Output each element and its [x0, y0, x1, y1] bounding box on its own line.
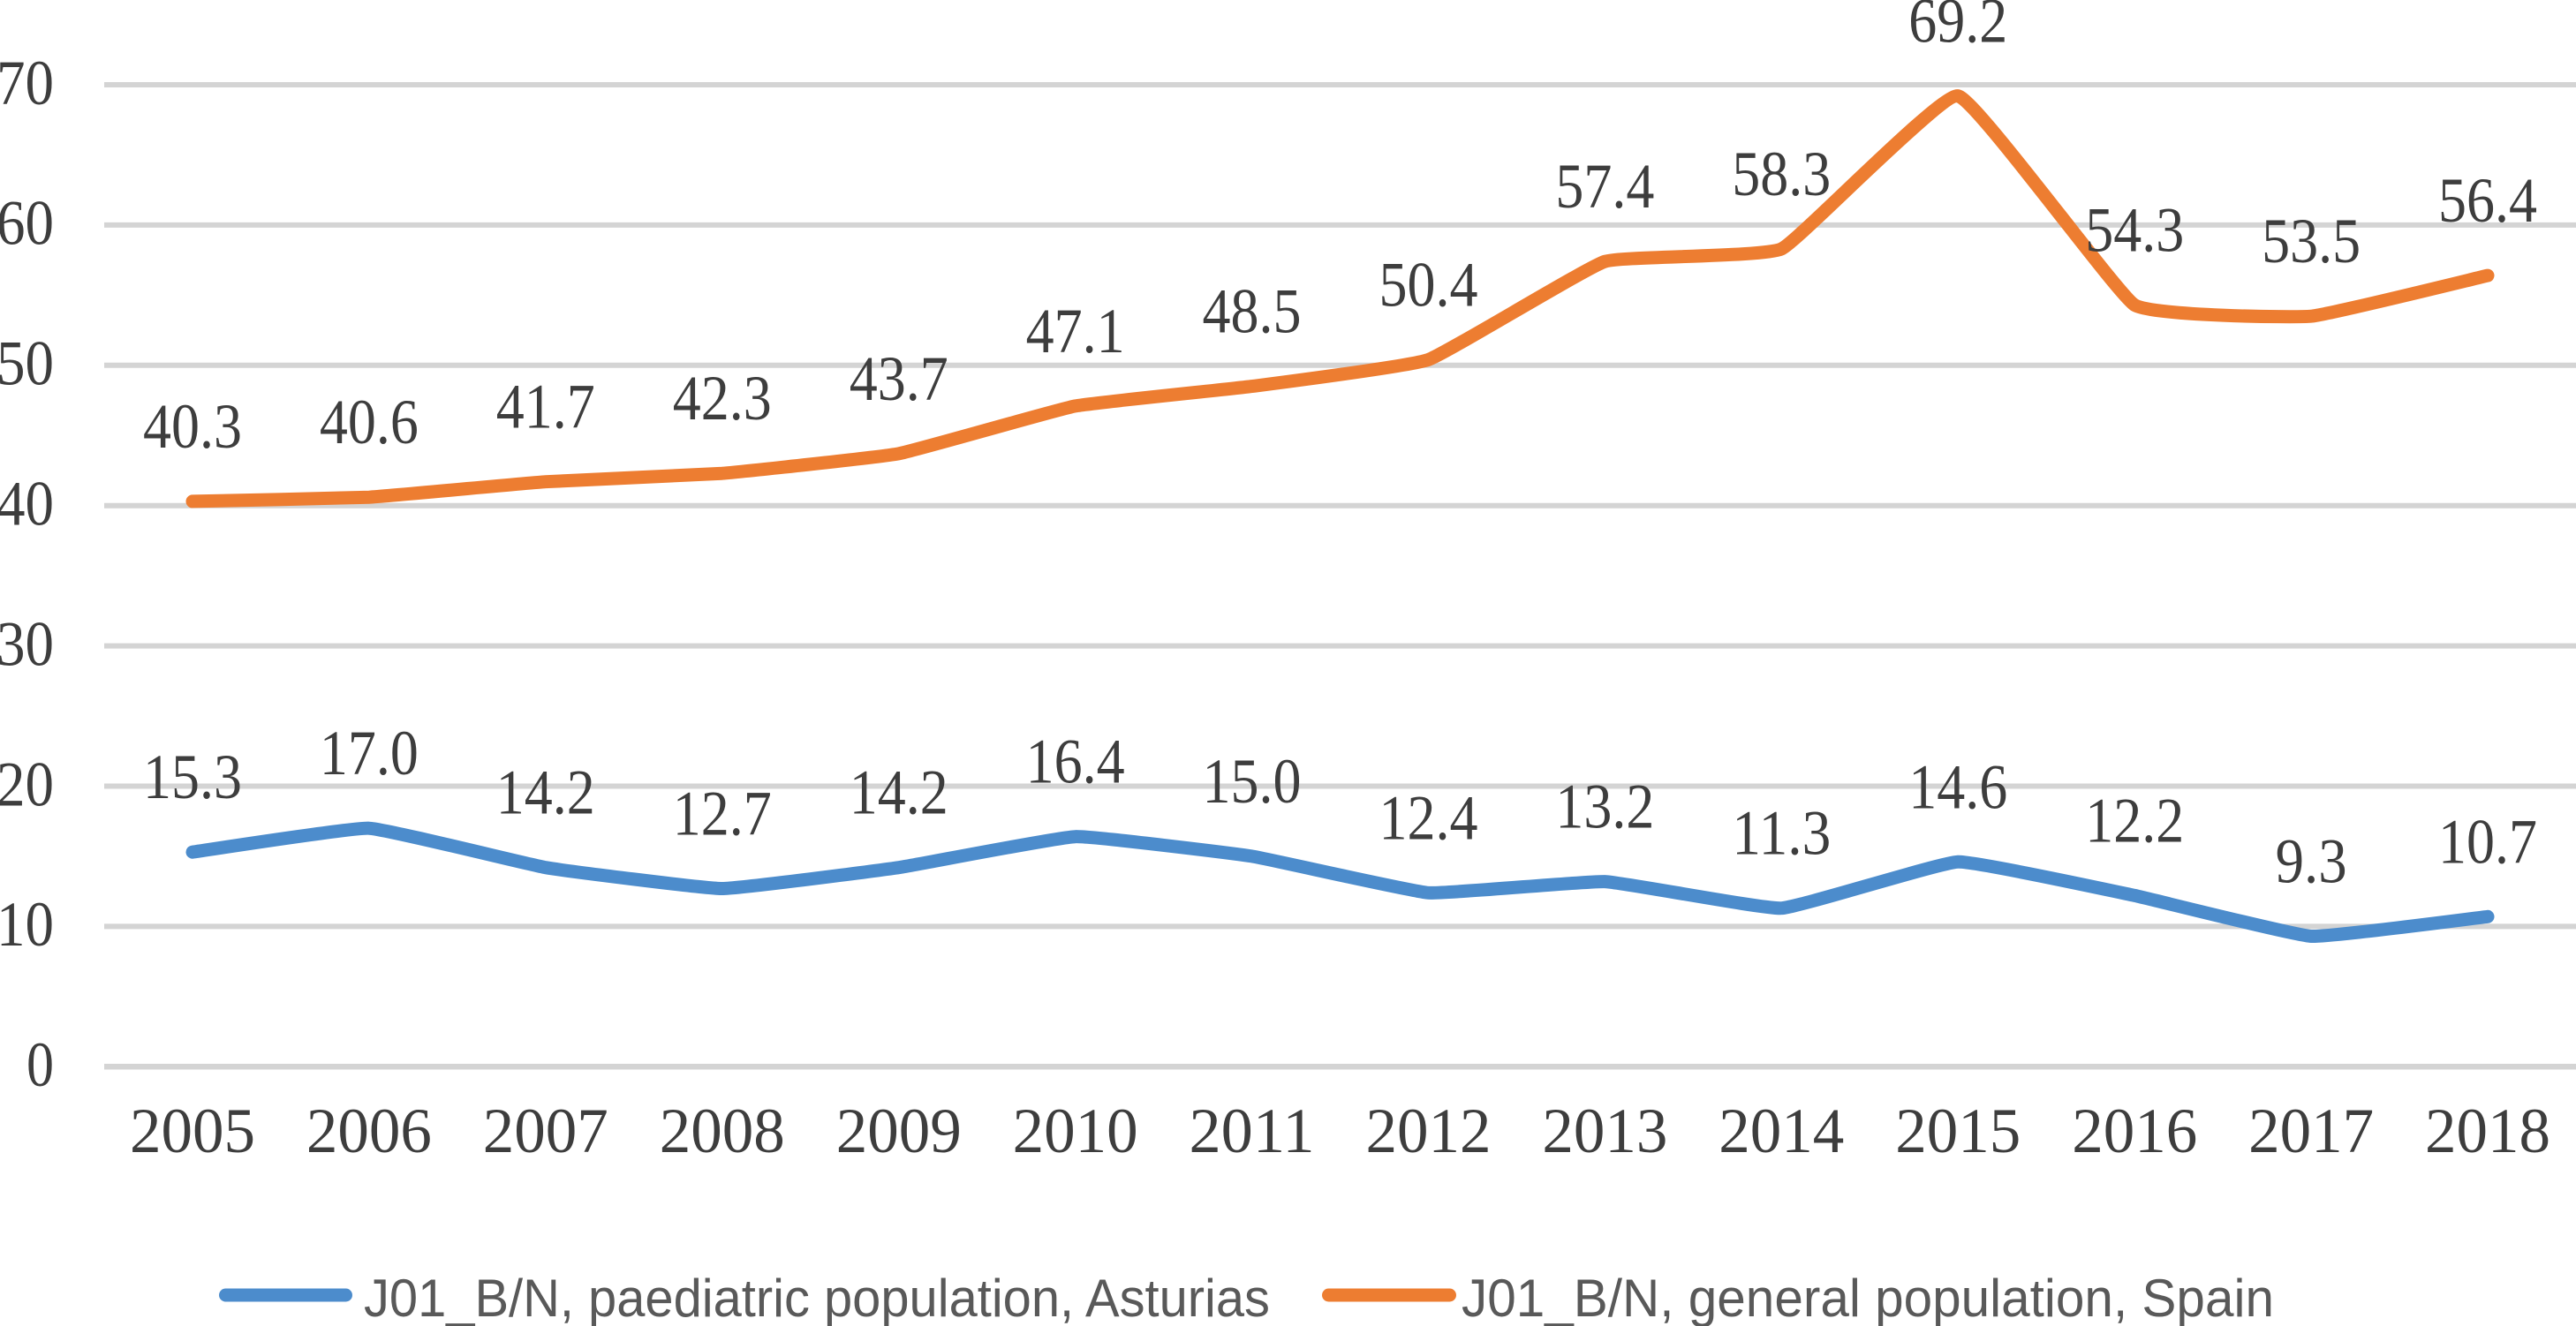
svg-text:2010: 2010 — [1013, 1096, 1138, 1166]
svg-text:56.4: 56.4 — [2438, 165, 2537, 236]
svg-text:40.6: 40.6 — [320, 387, 419, 457]
svg-text:20: 20 — [0, 749, 54, 819]
svg-text:50.4: 50.4 — [1379, 249, 1478, 320]
svg-text:12.7: 12.7 — [673, 779, 772, 849]
svg-text:54.3: 54.3 — [2085, 195, 2184, 266]
svg-text:2007: 2007 — [483, 1096, 608, 1166]
svg-text:47.1: 47.1 — [1026, 296, 1125, 366]
svg-text:40.3: 40.3 — [143, 391, 242, 462]
svg-text:40: 40 — [0, 469, 54, 539]
svg-text:16.4: 16.4 — [1026, 727, 1125, 797]
svg-text:13.2: 13.2 — [1555, 772, 1654, 842]
svg-text:2016: 2016 — [2072, 1096, 2197, 1166]
svg-text:12.2: 12.2 — [2085, 785, 2184, 855]
svg-text:57.4: 57.4 — [1555, 151, 1654, 222]
svg-text:15.3: 15.3 — [143, 742, 242, 812]
svg-text:14.2: 14.2 — [850, 757, 948, 828]
svg-text:42.3: 42.3 — [673, 363, 772, 433]
svg-text:J01_B/N, paediatric population: J01_B/N, paediatric population, Asturias — [364, 1269, 1270, 1326]
svg-text:10: 10 — [0, 889, 54, 960]
svg-text:14.2: 14.2 — [496, 757, 595, 828]
svg-text:70: 70 — [0, 48, 54, 118]
svg-text:2013: 2013 — [1542, 1096, 1667, 1166]
svg-text:2015: 2015 — [1895, 1096, 2021, 1166]
svg-text:14.6: 14.6 — [1908, 751, 2007, 822]
svg-text:2005: 2005 — [130, 1096, 255, 1166]
svg-text:2006: 2006 — [306, 1096, 432, 1166]
svg-text:48.5: 48.5 — [1203, 276, 1302, 347]
svg-text:30: 30 — [0, 608, 54, 679]
svg-text:53.5: 53.5 — [2262, 206, 2361, 276]
svg-text:2011: 2011 — [1190, 1096, 1315, 1166]
svg-text:9.3: 9.3 — [2276, 826, 2347, 897]
svg-text:2018: 2018 — [2425, 1096, 2550, 1166]
svg-text:0: 0 — [26, 1029, 54, 1100]
svg-text:2012: 2012 — [1366, 1096, 1492, 1166]
svg-text:60: 60 — [0, 188, 54, 259]
svg-text:2014: 2014 — [1719, 1096, 1844, 1166]
svg-text:11.3: 11.3 — [1732, 798, 1831, 869]
svg-text:J01_B/N, general population, S: J01_B/N, general population, Spain — [1462, 1269, 2274, 1326]
svg-text:17.0: 17.0 — [320, 718, 419, 788]
svg-text:50: 50 — [0, 328, 54, 399]
svg-text:2009: 2009 — [836, 1096, 962, 1166]
svg-text:69.2: 69.2 — [1908, 0, 2007, 57]
svg-text:15.0: 15.0 — [1203, 746, 1302, 817]
svg-text:43.7: 43.7 — [850, 343, 948, 414]
svg-text:58.3: 58.3 — [1732, 139, 1831, 209]
svg-text:12.4: 12.4 — [1379, 782, 1478, 853]
svg-text:10.7: 10.7 — [2438, 806, 2537, 877]
svg-text:2017: 2017 — [2248, 1096, 2374, 1166]
svg-text:2008: 2008 — [660, 1096, 785, 1166]
svg-text:41.7: 41.7 — [496, 372, 595, 442]
